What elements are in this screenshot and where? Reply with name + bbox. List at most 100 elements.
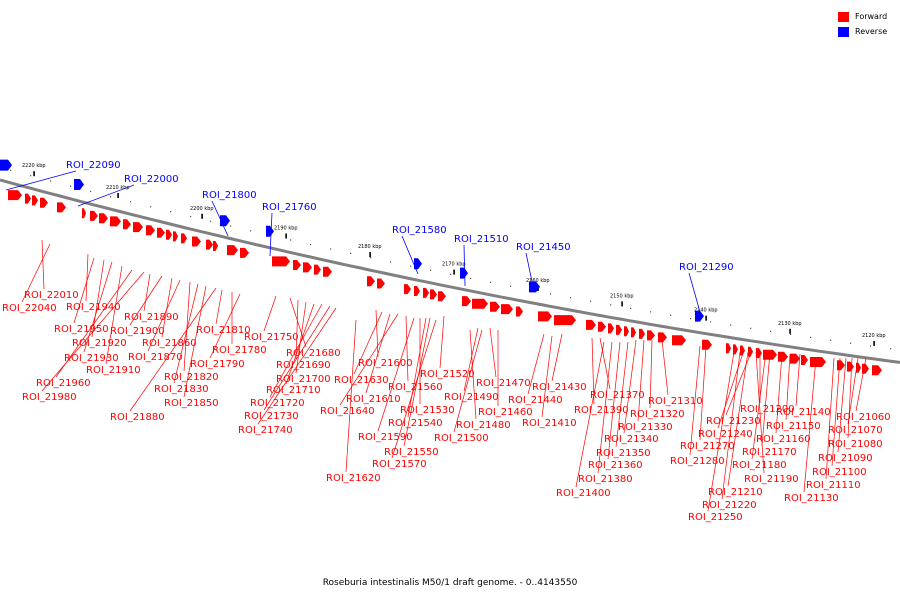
forward-callout-line (209, 293, 241, 359)
scale-tick (873, 340, 875, 346)
forward-callout-line (21, 243, 51, 303)
scale-tick-label: 2130 kbp (778, 321, 802, 327)
forward-callout-line (295, 299, 299, 360)
forward-gene-label: ROI_21720 (250, 398, 305, 409)
forward-gene-label: ROI_21210 (708, 487, 763, 498)
forward-gene-label: ROI_21140 (776, 407, 831, 418)
forward-callout-line (73, 257, 95, 324)
forward-gene-label: ROI_21480 (456, 420, 511, 431)
forward-gene-label: ROI_21620 (326, 473, 381, 484)
scale-dot (470, 277, 472, 279)
forward-gene-label: ROI_21110 (806, 480, 861, 491)
forward-gene-label: ROI_21180 (732, 460, 787, 471)
scale-dot (90, 190, 92, 193)
forward-callout-line (847, 357, 853, 439)
scale-tick-label: 2220 kbp (22, 163, 46, 169)
scale-dot (370, 257, 372, 259)
reverse-gene (220, 215, 230, 227)
reverse-callout-line (77, 184, 135, 207)
forward-gene (462, 296, 471, 307)
forward-gene-label: ROI_21640 (320, 406, 375, 417)
reverse-gene-label: ROI_21450 (516, 242, 571, 253)
scale-dot (750, 327, 752, 329)
scale-dot (590, 300, 592, 302)
reverse-callout-line (211, 200, 229, 237)
forward-gene-label: ROI_21150 (766, 421, 821, 432)
forward-gene (181, 233, 187, 244)
forward-gene (608, 323, 614, 334)
forward-callout-line (215, 289, 223, 325)
scale-tick-label: 2190 kbp (274, 226, 298, 232)
forward-gene (733, 344, 738, 355)
forward-gene-label: ROI_21680 (286, 348, 341, 359)
forward-gene-label: ROI_21360 (588, 460, 643, 471)
scale-dot (330, 248, 332, 250)
forward-callout-line (289, 297, 307, 348)
forward-callout-line (707, 351, 735, 512)
reverse-gene-label: ROI_21580 (392, 225, 447, 236)
scale-dot (70, 185, 72, 187)
forward-callout-line (795, 353, 801, 407)
reverse-callout-line (463, 244, 466, 287)
reverse-gene (414, 258, 422, 270)
forward-callout-line (55, 269, 133, 378)
scale-dot (510, 285, 512, 287)
forward-callout-line (403, 317, 431, 447)
forward-gene (90, 210, 98, 221)
forward-callout-line (91, 259, 105, 338)
forward-callout-line (85, 253, 89, 302)
forward-gene-label: ROI_21820 (164, 372, 219, 383)
forward-gene-label: ROI_21590 (358, 432, 413, 443)
forward-gene-label: ROI_21320 (630, 409, 685, 420)
reverse-swatch (838, 26, 849, 37)
forward-gene (8, 190, 22, 201)
reverse-gene (695, 310, 704, 322)
forward-gene (146, 225, 155, 236)
reverse-callout-line (5, 170, 77, 191)
forward-gene (856, 362, 861, 373)
forward-callout-line (541, 335, 553, 418)
scale-dot (630, 307, 632, 309)
forward-gene-label: ROI_21520 (420, 369, 475, 380)
scale-dot (170, 211, 172, 213)
forward-callout-line (41, 239, 45, 290)
scale-tick (621, 301, 623, 307)
forward-gene (173, 231, 178, 242)
forward-callout-line (377, 317, 415, 432)
forward-gene (314, 264, 321, 275)
scale-tick (33, 171, 35, 177)
forward-gene (538, 311, 552, 322)
forward-callout-line (129, 275, 163, 326)
forward-callout-line (469, 329, 477, 420)
forward-gene (586, 319, 596, 330)
forward-callout-line (407, 317, 427, 418)
forward-gene-label: ROI_21930 (64, 353, 119, 364)
scale-tick-label: 2170 kbp (442, 262, 466, 268)
forward-gene-label: ROI_21100 (812, 467, 867, 478)
forward-gene (323, 266, 332, 277)
forward-callout-line (257, 307, 337, 425)
forward-gene-label: ROI_21310 (648, 396, 703, 407)
genome-backbone (0, 178, 900, 364)
forward-gene-label: ROI_21550 (384, 447, 439, 458)
forward-gene (472, 298, 488, 309)
forward-callout-line (463, 327, 479, 392)
forward-gene-label: ROI_21490 (444, 392, 499, 403)
forward-gene-label: ROI_21560 (388, 382, 443, 393)
forward-gene-label: ROI_21190 (744, 474, 799, 485)
forward-callout-line (825, 357, 835, 480)
scale-tick-label: 2160 kbp (526, 278, 550, 284)
reverse-gene (266, 225, 274, 237)
scale-tick (789, 328, 791, 334)
forward-callout-line (717, 349, 745, 429)
reverse-gene-label: ROI_21800 (202, 190, 257, 201)
forward-callout-line (575, 341, 605, 488)
scale-tick-label: 2180 kbp (358, 244, 382, 250)
forward-callout-line (751, 351, 767, 460)
forward-gene (624, 326, 629, 337)
forward-callout-line (365, 313, 391, 394)
scale-tick-label: 2210 kbp (106, 185, 130, 191)
forward-gene-label: ROI_21440 (508, 395, 563, 406)
forward-gene (57, 202, 66, 213)
scale-dot (830, 339, 832, 341)
